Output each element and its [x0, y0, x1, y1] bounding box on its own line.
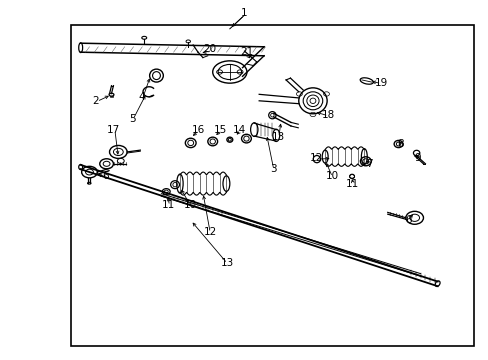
- Text: 16: 16: [191, 125, 204, 135]
- Text: 5: 5: [128, 114, 135, 124]
- Text: 9: 9: [414, 153, 421, 163]
- Text: 12: 12: [203, 227, 217, 237]
- Text: 6: 6: [102, 171, 108, 181]
- Text: 10: 10: [325, 171, 338, 181]
- Text: 19: 19: [374, 78, 387, 88]
- Text: 3: 3: [270, 164, 277, 174]
- Text: 21: 21: [240, 47, 253, 57]
- Text: 11: 11: [345, 179, 358, 189]
- Text: 15: 15: [213, 125, 226, 135]
- Text: 8: 8: [397, 139, 404, 149]
- Text: 13: 13: [220, 258, 234, 268]
- Bar: [71, 25, 473, 346]
- Text: 1: 1: [241, 8, 247, 18]
- Text: 12: 12: [309, 153, 323, 163]
- Text: 2: 2: [92, 96, 99, 106]
- Text: 17: 17: [107, 125, 121, 135]
- Text: 14: 14: [232, 125, 246, 135]
- Text: 4: 4: [138, 92, 145, 102]
- Text: 18: 18: [321, 110, 335, 120]
- Text: 6: 6: [404, 215, 411, 225]
- Text: 7: 7: [365, 159, 372, 169]
- Text: 11: 11: [162, 200, 175, 210]
- Text: 20: 20: [203, 44, 216, 54]
- Text: 13: 13: [271, 132, 285, 142]
- Text: 10: 10: [184, 200, 197, 210]
